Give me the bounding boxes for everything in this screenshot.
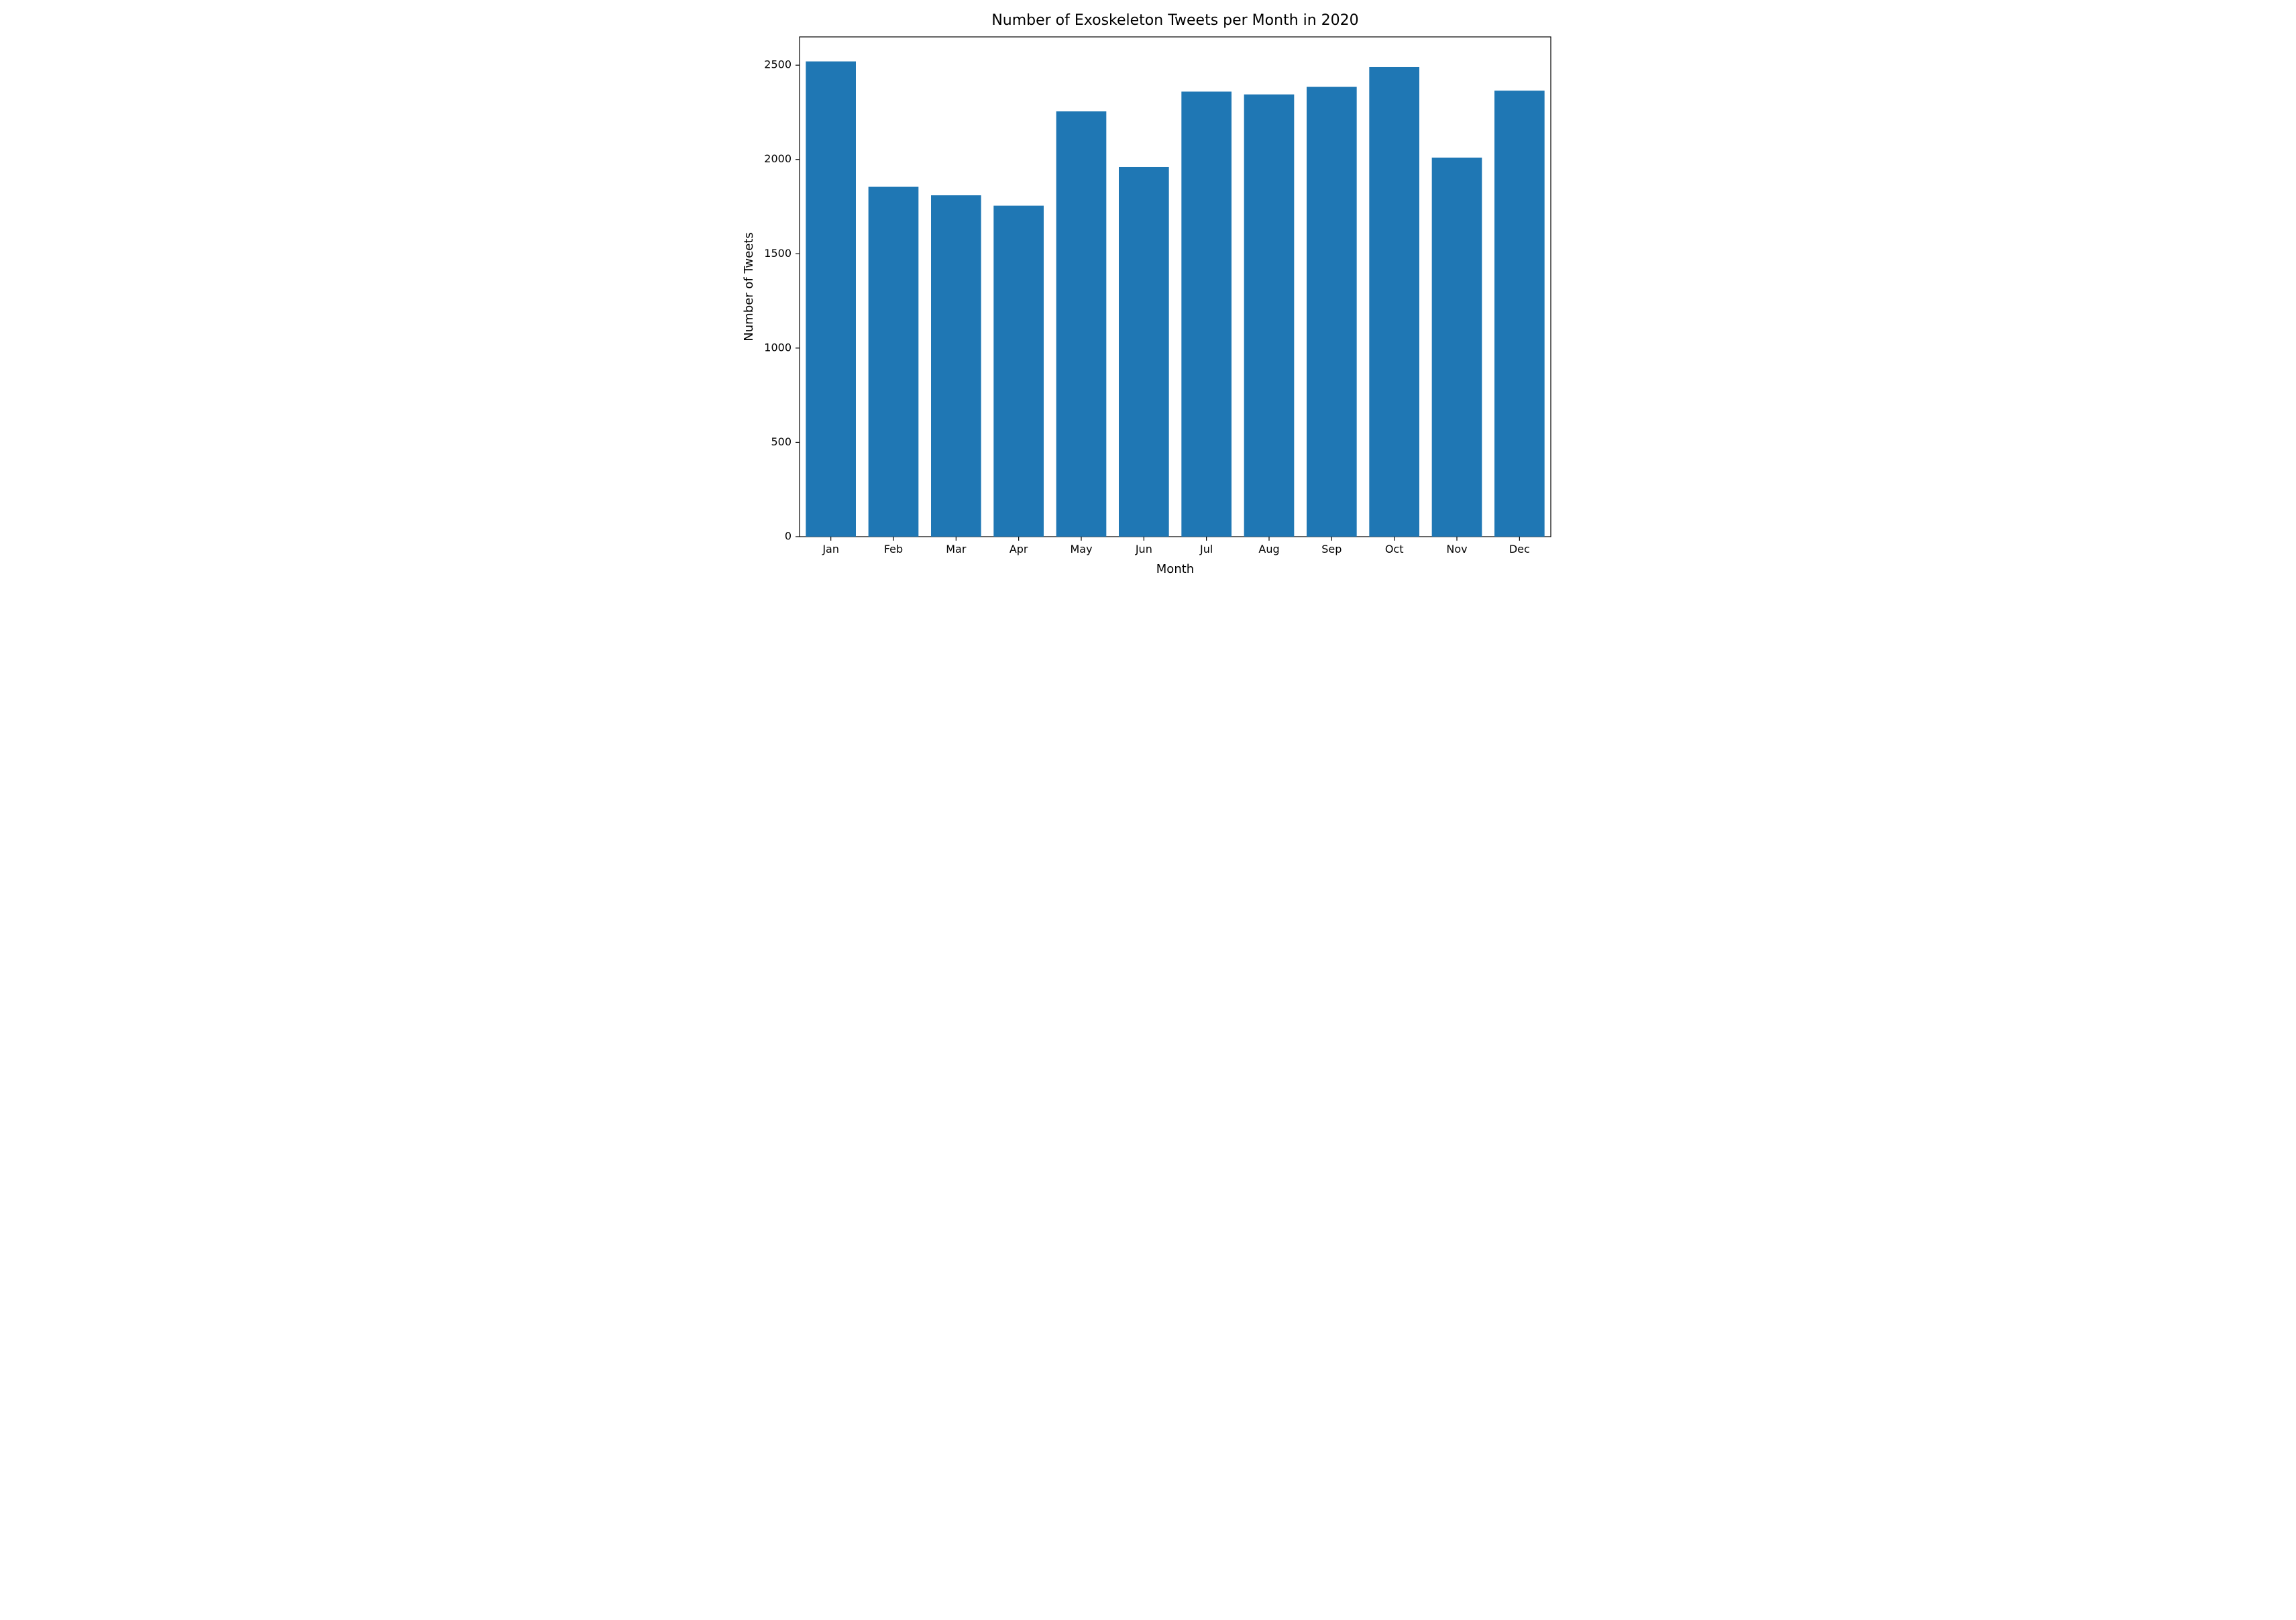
bar [993,206,1044,537]
y-axis-label: Number of Tweets [742,232,756,341]
x-tick-label: May [1070,543,1092,555]
chart-title: Number of Exoskeleton Tweets per Month i… [991,12,1358,29]
bar [1369,67,1419,537]
bar [868,187,918,537]
x-tick-label: Mar [946,543,967,555]
x-tick-label: Aug [1258,543,1279,555]
bar [931,195,981,537]
chart-container: 0 500 1000 1500 2000 2500 Jan Feb Mar Apr May Jun Ju… [726,0,1571,590]
bar [1431,158,1482,537]
x-tick-label: Feb [883,543,902,555]
bar [1244,95,1294,537]
x-tick-label: Sep [1321,543,1342,555]
bar [1181,92,1232,537]
y-tick-label: 1000 [764,341,791,354]
y-tick-label: 2500 [764,58,791,71]
bar-chart: 0 500 1000 1500 2000 2500 Jan Feb Mar Apr May Jun Ju… [726,0,1571,590]
x-tick-label: Jun [1134,543,1152,555]
bar [806,62,856,537]
y-tick-label: 2000 [764,152,791,165]
x-tick-label: Dec [1509,543,1529,555]
x-tick-label: Oct [1384,543,1403,555]
bar [1056,111,1106,537]
x-axis-label: Month [1156,562,1193,576]
y-tick-label: 500 [771,435,791,448]
x-tick-label: Nov [1446,543,1467,555]
y-tick-label: 1500 [764,247,791,260]
bar [1119,167,1169,537]
bar [1307,87,1357,537]
x-tick-label: Apr [1009,543,1028,555]
bar [1494,91,1545,537]
x-tick-label: Jul [1199,543,1213,555]
x-tick-label: Jan [822,543,839,555]
y-tick-label: 0 [784,530,791,543]
